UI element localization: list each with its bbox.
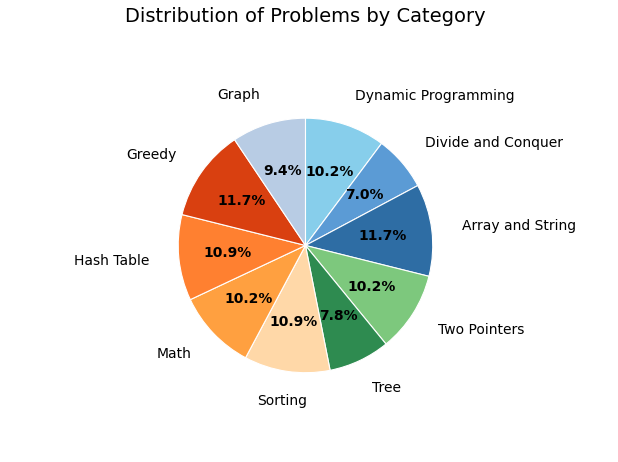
Wedge shape xyxy=(305,245,386,371)
Text: 9.4%: 9.4% xyxy=(263,164,302,178)
Text: 10.2%: 10.2% xyxy=(347,280,396,294)
Text: Dynamic Programming: Dynamic Programming xyxy=(355,89,515,103)
Wedge shape xyxy=(190,245,305,358)
Title: Distribution of Problems by Category: Distribution of Problems by Category xyxy=(125,7,486,26)
Wedge shape xyxy=(305,143,418,245)
Text: 10.9%: 10.9% xyxy=(204,246,252,260)
Text: Two Pointers: Two Pointers xyxy=(438,322,525,337)
Text: 11.7%: 11.7% xyxy=(218,194,266,208)
Text: Tree: Tree xyxy=(373,381,402,395)
Text: Greedy: Greedy xyxy=(127,148,177,162)
Wedge shape xyxy=(305,186,433,276)
Text: 10.2%: 10.2% xyxy=(225,292,273,306)
Text: 7.8%: 7.8% xyxy=(320,309,358,323)
Wedge shape xyxy=(182,140,305,245)
Text: Math: Math xyxy=(157,347,192,361)
Wedge shape xyxy=(178,214,305,300)
Text: Graph: Graph xyxy=(217,88,260,102)
Text: Array and String: Array and String xyxy=(462,219,575,233)
Text: 7.0%: 7.0% xyxy=(345,188,384,202)
Wedge shape xyxy=(305,245,429,344)
Wedge shape xyxy=(305,118,381,245)
Text: 10.9%: 10.9% xyxy=(270,316,318,329)
Text: 10.2%: 10.2% xyxy=(306,164,354,178)
Wedge shape xyxy=(245,245,330,373)
Text: Sorting: Sorting xyxy=(257,394,307,408)
Text: Hash Table: Hash Table xyxy=(74,254,149,268)
Wedge shape xyxy=(235,118,305,245)
Text: 11.7%: 11.7% xyxy=(358,229,407,243)
Text: Divide and Conquer: Divide and Conquer xyxy=(425,136,563,150)
